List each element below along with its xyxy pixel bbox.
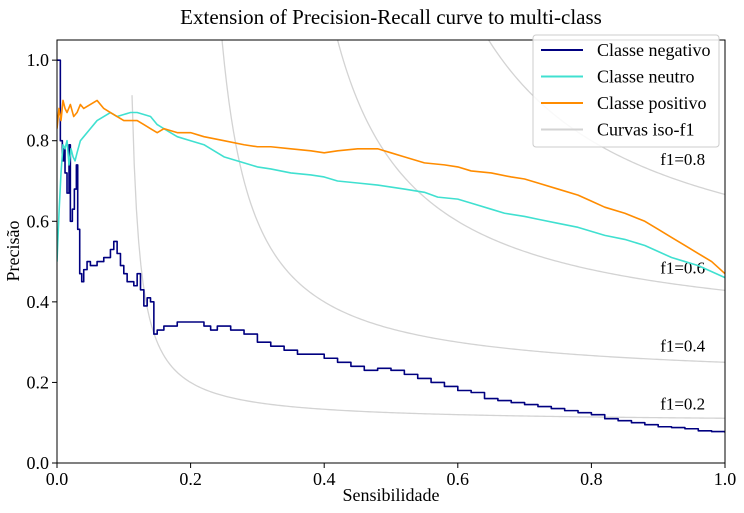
x-axis-label: Sensibilidade [343, 485, 440, 505]
series-line-1 [57, 59, 725, 433]
legend-label: Classe neutro [597, 67, 694, 87]
x-tick-label: 0.4 [313, 469, 336, 489]
y-tick-label: 1.0 [27, 50, 50, 70]
x-tick-label: 0.6 [447, 469, 470, 489]
series-line-2 [57, 111, 725, 279]
iso-f1-label: f1=0.6 [660, 259, 705, 278]
iso-f1-curve-0.6 [336, 40, 725, 291]
iso-f1-label: f1=0.8 [660, 150, 705, 169]
x-tick-label: 0.8 [580, 469, 603, 489]
y-tick-label: 0.8 [27, 131, 50, 151]
iso-f1-curve-0.4 [221, 40, 725, 363]
iso-f1-curve-0.2 [131, 95, 725, 419]
x-tick-label: 0.2 [179, 469, 202, 489]
plot-frame [56, 39, 726, 464]
y-tick-label: 0.4 [27, 292, 50, 312]
x-tick-label: 0.0 [46, 469, 69, 489]
series-line-3 [57, 99, 725, 275]
iso-f1-label: f1=0.4 [660, 336, 705, 355]
x-tick-label: 1.0 [714, 469, 737, 489]
y-axis-label: Precisão [3, 221, 23, 282]
y-tick-label: 0.6 [27, 211, 50, 231]
chart-title: Extension of Precision-Recall curve to m… [180, 5, 602, 29]
y-tick-label: 0.2 [27, 372, 50, 392]
legend-label: Curvas iso-f1 [597, 120, 695, 140]
y-tick-label: 0.0 [27, 453, 50, 473]
legend-label: Classe positivo [597, 93, 707, 113]
legend-label: Classe negativo [597, 40, 710, 60]
legend: Classe negativo Classe neutro Classe posit… [532, 34, 720, 148]
iso-f1-label: f1=0.2 [660, 395, 705, 414]
legend-box [532, 34, 720, 148]
